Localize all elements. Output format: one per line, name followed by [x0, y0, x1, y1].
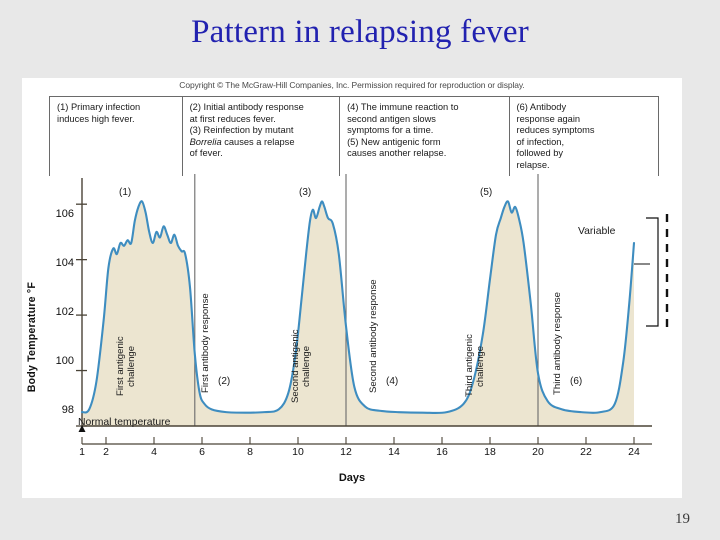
copyright-notice: Copyright © The McGraw-Hill Companies, I… [179, 80, 525, 90]
y-tick-102: 102 [55, 306, 74, 318]
trough-marker-4: (4) [386, 376, 399, 387]
species-name: Borrelia [189, 136, 222, 147]
x-axis-title: Days [338, 472, 366, 484]
fever-curve-chart [76, 174, 669, 445]
callout-box-2: (2) Initial antibody response at first r… [183, 97, 341, 176]
callout-box-3: (4) The immune reaction to second antige… [340, 97, 510, 176]
y-tick-98: 98 [61, 404, 74, 416]
x-tick-10: 10 [292, 446, 304, 458]
x-tick-1: 1 [79, 446, 85, 458]
trough-marker-6: (6) [570, 376, 583, 387]
chart-plot-area: Body Temperature °F 106 104 102 100 98 1… [22, 174, 682, 498]
callout-box-4: (6) Antibody response again reduces symp… [516, 102, 595, 170]
y-tick-100: 100 [55, 355, 74, 367]
variable-label: Variable [578, 226, 616, 237]
normal-temperature-label: Normal temperature [78, 417, 171, 428]
callout-row: (1) Primary infection induces high fever… [49, 96, 659, 176]
x-tick-6: 6 [199, 446, 205, 458]
callout-box-1: (1) Primary infection induces high fever… [50, 97, 183, 176]
y-axis-title: Body Temperature °F [26, 282, 38, 393]
label-first-antibody-response: First antibody response [200, 293, 211, 394]
x-tick-16: 16 [436, 446, 448, 458]
x-tick-18: 18 [484, 446, 496, 458]
figure-panel: Copyright © The McGraw-Hill Companies, I… [22, 78, 682, 498]
label-second-antigenic-challenge: Second antigenic challenge [290, 329, 312, 403]
callout-line-italic: Borrelia causes a relapse [189, 136, 295, 147]
peak-marker-5: (5) [480, 187, 493, 198]
page-title: Pattern in relapsing fever [191, 14, 529, 50]
label-third-antibody-response: Third antibody response [552, 292, 563, 395]
x-tick-14: 14 [388, 446, 400, 458]
x-tick-24: 24 [628, 446, 640, 458]
x-tick-2: 2 [103, 446, 109, 458]
label-third-antigenic-challenge: Third antigenic challenge [464, 334, 486, 398]
label-second-antibody-response: Second antibody response [368, 279, 379, 393]
label-first-antigenic-challenge: First antigenic challenge [115, 336, 137, 396]
peak-marker-3: (3) [299, 187, 312, 198]
y-tick-104: 104 [55, 257, 74, 269]
x-tick-4: 4 [151, 446, 157, 458]
x-tick-12: 12 [340, 446, 352, 458]
trough-marker-2: (2) [218, 376, 231, 387]
peak-marker-1: (1) [119, 187, 132, 198]
y-tick-106: 106 [55, 208, 74, 220]
slide-page-number: 19 [675, 511, 690, 527]
x-tick-22: 22 [580, 446, 592, 458]
x-tick-8: 8 [247, 446, 253, 458]
x-tick-20: 20 [532, 446, 544, 458]
